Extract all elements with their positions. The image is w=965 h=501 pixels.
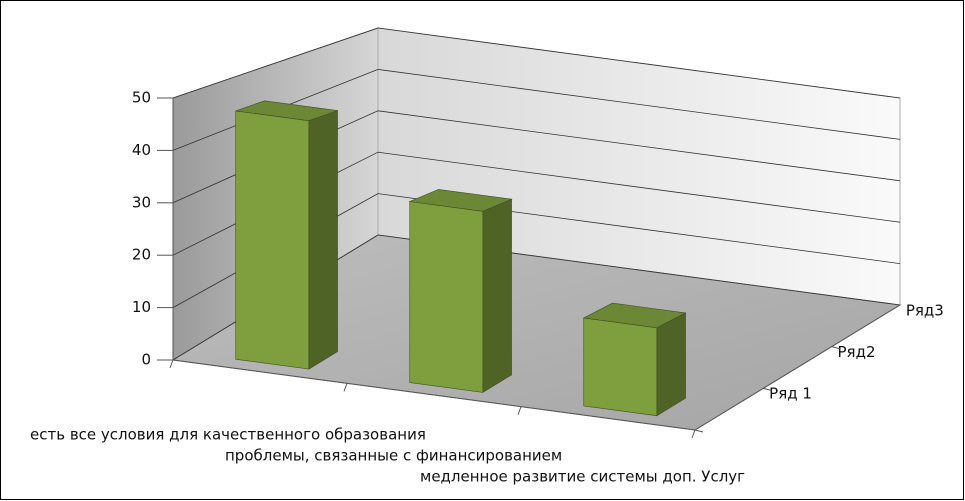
- bar-side: [308, 110, 338, 370]
- x-tick-label: есть все условия для качественного образ…: [30, 426, 426, 444]
- y-tick-label: 20: [132, 246, 151, 264]
- x-tick-label: медленное развитие системы доп. Услуг: [420, 468, 745, 486]
- depth-tick: [763, 387, 772, 391]
- legend-label: Ряд3: [906, 301, 944, 319]
- bar-side: [656, 312, 686, 417]
- grid-line: [377, 151, 901, 223]
- x-tick: [169, 359, 174, 369]
- y-tick-label: 10: [132, 298, 151, 316]
- y-tick-label: 40: [132, 141, 151, 159]
- y-tick-label: 30: [132, 193, 151, 211]
- bar-side: [482, 198, 512, 393]
- grid-line: [377, 27, 901, 99]
- grid-line: [377, 110, 901, 182]
- depth-tick: [694, 429, 704, 433]
- depth-tick: [831, 346, 840, 350]
- x-tick: [343, 383, 348, 392]
- grid-line: [377, 69, 901, 140]
- bar: [235, 100, 338, 370]
- legend-label: Ряд 1: [769, 385, 812, 403]
- bar: [408, 189, 513, 393]
- x-tick-label: проблемы, связанные с финансированием: [225, 447, 562, 465]
- bar: [582, 302, 687, 417]
- grid-line: [172, 27, 379, 99]
- depth-axis: [694, 304, 901, 431]
- x-tick: [691, 429, 696, 439]
- bar-front: [583, 317, 658, 417]
- bar-front: [235, 110, 310, 370]
- x-axis: [172, 359, 696, 431]
- legend-label: Ряд2: [838, 343, 876, 361]
- bar-front: [409, 201, 484, 393]
- y-tick-label: 0: [141, 351, 151, 369]
- bar-top: [582, 302, 687, 329]
- y-tick-label: 50: [132, 89, 151, 107]
- bar-top: [235, 100, 338, 122]
- bar-top: [408, 189, 513, 212]
- x-tick: [517, 406, 522, 415]
